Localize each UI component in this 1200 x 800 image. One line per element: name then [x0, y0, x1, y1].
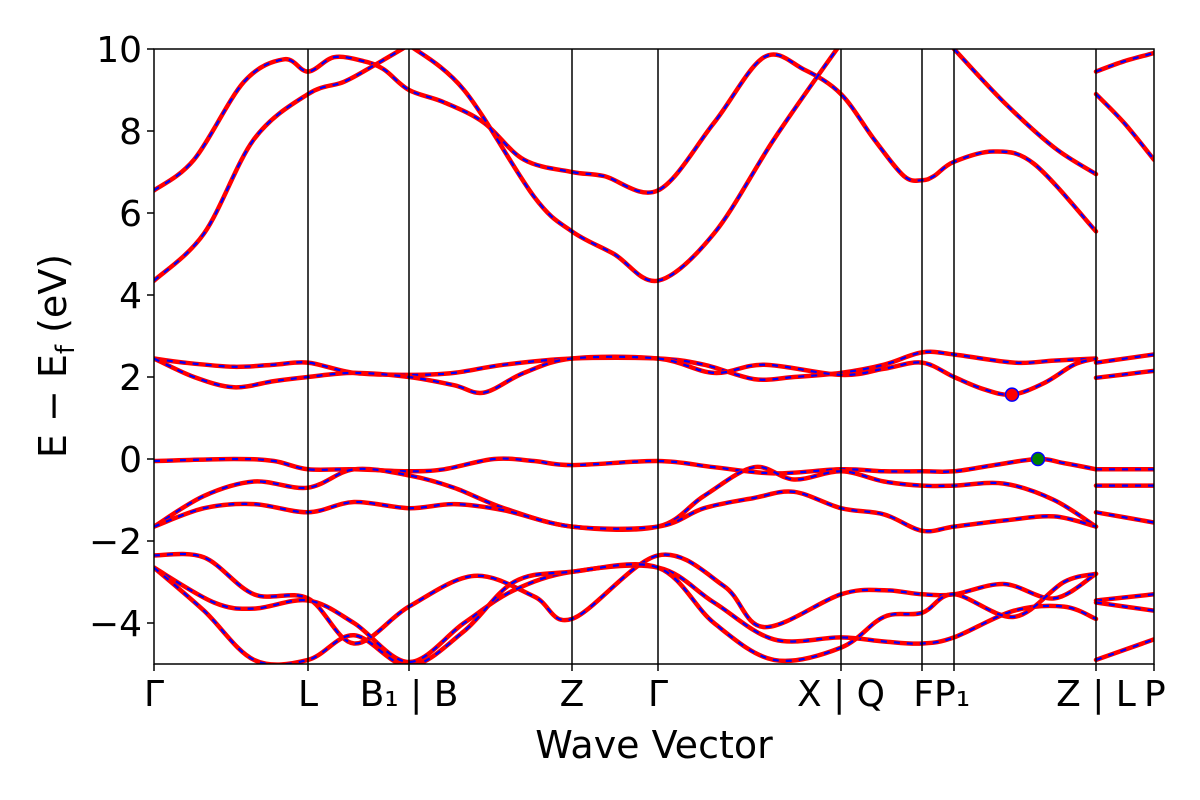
band-7-overlay [154, 355, 1097, 396]
y-tick-label-1: 8 [119, 112, 142, 153]
y-tick-label-6: −2 [89, 522, 142, 563]
y-tick-label-4: 2 [119, 358, 142, 399]
x-tick-label-4: Γ [648, 674, 668, 715]
band-2-reference [410, 49, 840, 284]
band-20-overlay [1095, 601, 1154, 612]
band-9-overlay [1095, 369, 1154, 379]
x-axis-title: Wave Vector [535, 723, 773, 767]
band-12-overlay [154, 465, 1097, 531]
band-6-overlay [154, 350, 1097, 381]
x-tick-label-8: Z | L [1056, 674, 1136, 715]
band-4-reference [1093, 50, 1154, 74]
plot-frame [153, 48, 1155, 665]
x-tick-label-0: Γ [144, 674, 164, 715]
band-15-overlay [1095, 511, 1154, 524]
marker-1 [1030, 451, 1046, 467]
band-0-overlay [154, 53, 1097, 233]
y-axis-title-unit: (eV) [31, 254, 75, 345]
band-lines [154, 49, 1154, 664]
band-1-overlay [154, 49, 405, 282]
y-axis-title-sub: f [51, 344, 81, 354]
band-8-overlay [1095, 353, 1154, 364]
y-tick-label-0: 10 [96, 30, 142, 71]
x-tick-label-7: P₁ [934, 674, 970, 715]
band-19-overlay [1095, 593, 1154, 602]
band-3-overlay [953, 49, 1097, 176]
band-4-overlay [1095, 52, 1154, 73]
band-2-overlay [412, 49, 839, 282]
y-tick-label-3: 4 [119, 276, 142, 317]
y-axis-title: E − Ef (eV) [31, 254, 81, 458]
highlight-markers [1004, 387, 1046, 467]
y-tick-label-2: 6 [119, 194, 142, 235]
x-tick-label-3: Z [560, 674, 585, 715]
x-tick-label-1: L [298, 674, 318, 715]
band-13-reference [154, 489, 1099, 534]
y-axis-title-main: E − E [31, 354, 75, 458]
x-tick-label-5: X | Q [797, 674, 885, 715]
x-tick-label-9: P [1144, 674, 1166, 715]
kpoint-separators [307, 49, 1097, 664]
y-tick-label-5: 0 [119, 440, 142, 481]
y-tick-label-7: −4 [89, 604, 142, 645]
x-tick-label-2: B₁ | B [360, 674, 459, 715]
band-21-overlay [1095, 638, 1154, 661]
marker-0 [1004, 387, 1020, 402]
x-tick-label-6: F [913, 674, 934, 715]
band-5-overlay [1095, 93, 1154, 161]
y-axis-ticks: 10 8 6 4 2 0 −2 −4 [89, 30, 154, 645]
